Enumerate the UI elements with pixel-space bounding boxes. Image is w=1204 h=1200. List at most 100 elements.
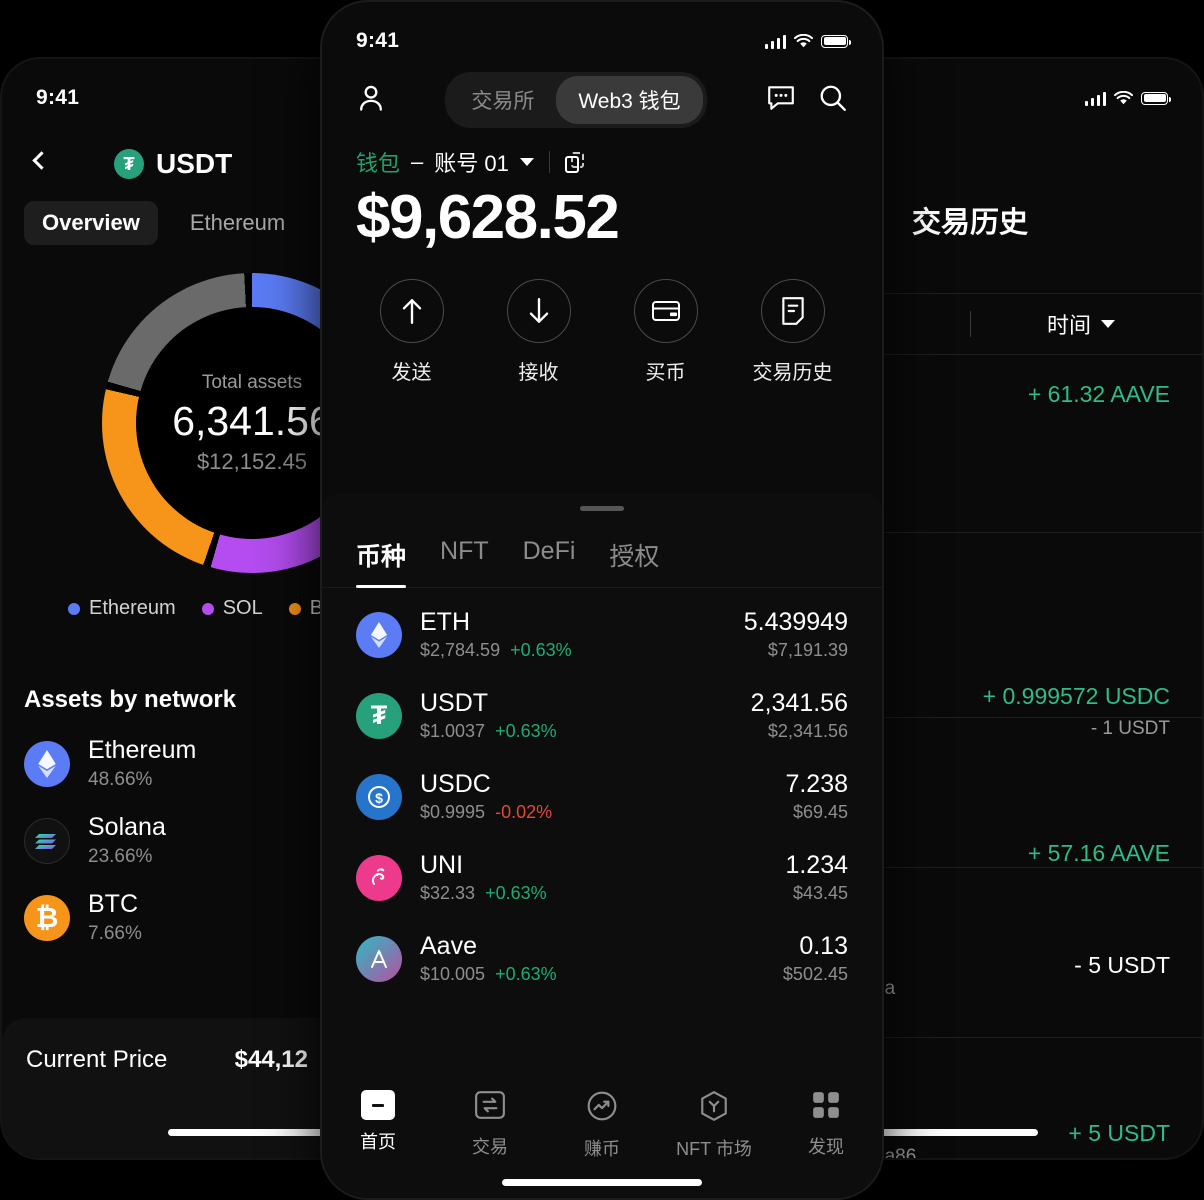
token-row[interactable]: UNI $32.33 +0.63% 1.234 $43.45 [322,837,882,918]
nav-label: 首页 [360,1132,396,1152]
sheet-grabber[interactable] [580,506,624,511]
token-value: $2,341.56 [767,721,848,741]
home-icon [361,1090,395,1120]
asset-sheet: 币种 NFT DeFi 授权 ETH $2,784.59 +0.63% [322,494,882,1198]
network-row-solana[interactable]: Solana 23.66% [2,791,332,868]
nav-home[interactable]: 首页 [328,1090,428,1154]
current-price-label: Current Price [26,1046,168,1073]
network-name: BTC [88,890,138,918]
token-row[interactable]: Aave $10.005 +0.63% 0.13 $502.45 [322,918,882,999]
donut-center-label: Total assets [201,371,303,393]
transaction-row[interactable]: + 5 USDT ba86 [872,1038,1202,1160]
legend-dot-ethereum [68,602,80,615]
token-amount: 5.439949 [743,608,848,636]
nav-discover[interactable]: 发现 [776,1090,876,1159]
wifi-icon [1114,90,1133,105]
ethereum-icon [356,611,402,658]
uniswap-icon [356,854,402,901]
send-button[interactable]: 发送 [366,279,458,385]
transaction-amount: + 57.16 AAVE [1027,840,1170,866]
token-change: +0.63% [485,883,547,903]
wallet-account-selector[interactable]: 钱包 – 账号 01 [356,146,848,178]
nav-label: NFT 市场 [676,1139,752,1159]
nav-earn[interactable]: 赚币 [552,1090,652,1161]
network-name: Ethereum [88,736,197,764]
bottom-navigation: 首页 交易 赚币 NF [322,1078,882,1198]
person-icon[interactable] [356,83,386,118]
network-row-ethereum[interactable]: Ethereum 48.66% [2,714,332,791]
token-price: $10.005 [420,964,486,984]
donut-center-amount: 6,341.56 [172,397,332,444]
token-row[interactable]: ETH $2,784.59 +0.63% 5.439949 $7,191.39 [322,594,882,675]
solana-icon [24,817,70,864]
legend-dot-btc [288,602,301,615]
donut-center: Total assets 6,341.56 $12,152.45 [102,273,332,573]
document-list-icon [760,279,825,343]
transaction-amount: + 5 USDT [1068,1120,1170,1146]
chevron-left-icon[interactable] [26,151,52,177]
tab-defi[interactable]: DeFi [522,537,576,565]
network-row-btc[interactable]: ₿ BTC 7.66% [2,868,332,945]
legend-label: Ethereum [89,597,176,619]
receive-button[interactable]: 接收 [493,279,585,385]
home-indicator [872,1129,1038,1136]
chart-legend: Ethereum SOL BTC [2,573,332,620]
tab-coins[interactable]: 币种 [356,537,407,588]
home-indicator [168,1129,332,1136]
token-amount: 2,341.56 [750,689,848,717]
transaction-row[interactable]: - 5 USDT 0a [872,868,1202,1038]
svg-text:$: $ [375,790,383,806]
nav-label: 发现 [808,1137,844,1157]
transaction-row[interactable]: + 57.16 AAVE [872,718,1202,868]
tab-overview[interactable]: Overview [24,201,158,245]
token-row[interactable]: $ USDC $0.9995 -0.02% 7.238 $69.45 [322,756,882,837]
token-symbol: USDT [420,689,489,717]
token-value: $7,191.39 [767,640,848,660]
segment-web3-wallet[interactable]: Web3 钱包 [556,76,703,124]
buy-crypto-button[interactable]: 买币 [620,279,712,385]
aave-icon [356,935,402,982]
sort-by-time-filter[interactable]: 时间 [1047,308,1116,340]
status-time: 9:41 [356,29,400,52]
divider [548,151,550,173]
token-change: +0.63% [495,964,557,984]
legend-item-ethereum: Ethereum [68,597,176,620]
nav-nft-market[interactable]: NFT 市场 [664,1090,764,1161]
home-indicator [502,1179,702,1186]
transaction-row[interactable]: c + 0.999572 USDC - 1 USDT [872,533,1202,739]
credit-card-icon [633,279,698,343]
search-icon[interactable] [818,83,848,118]
current-price-value: $44,12 [234,1046,308,1073]
tab-nft[interactable]: NFT [440,537,489,565]
chat-bubble-icon[interactable] [766,84,796,117]
current-price-bar: Current Price $44,12 [2,1018,332,1158]
right-status-bar [872,59,1202,121]
nft-hexagon-icon [699,1090,729,1127]
transaction-row[interactable]: + 61.32 AAVE [872,355,1202,533]
status-time: 9:41 [36,86,80,109]
main-phone-frame: 9:41 交易所 Web3 钱包 [322,2,882,1198]
token-price: $2,784.59 [420,640,501,660]
grid-icon [811,1090,841,1125]
left-status-bar: 9:41 [2,59,332,121]
segment-exchange[interactable]: 交易所 [471,90,535,113]
token-symbol: Aave [420,932,477,960]
transaction-address: ba86 [874,1146,917,1160]
wallet-action-buttons: 发送 接收 买币 交易历史 [322,253,882,385]
wallet-header: 钱包 – 账号 01 $9,628.52 [322,128,882,253]
copy-icon[interactable] [564,151,584,173]
main-status-bar: 9:41 [322,2,882,64]
earn-chart-icon [586,1090,618,1127]
tab-approvals[interactable]: 授权 [609,543,660,571]
nav-trade[interactable]: 交易 [440,1090,540,1159]
page-title: ₮ USDT [114,148,232,180]
transaction-history-button[interactable]: 交易历史 [747,279,839,385]
transaction-amount: - 5 USDT [1074,952,1170,978]
usdc-icon: $ [356,773,402,820]
token-row[interactable]: ₮ USDT $1.0037 +0.63% 2,341.56 $2,341.56 [322,675,882,756]
transaction-amount: + 0.999572 USDC [982,683,1170,709]
tab-ethereum[interactable]: Ethereum [189,210,286,235]
left-phone-frame: 9:41 ₮ USDT Overview Ethereum O Total as… [0,57,332,1160]
token-value: $502.45 [782,964,848,984]
